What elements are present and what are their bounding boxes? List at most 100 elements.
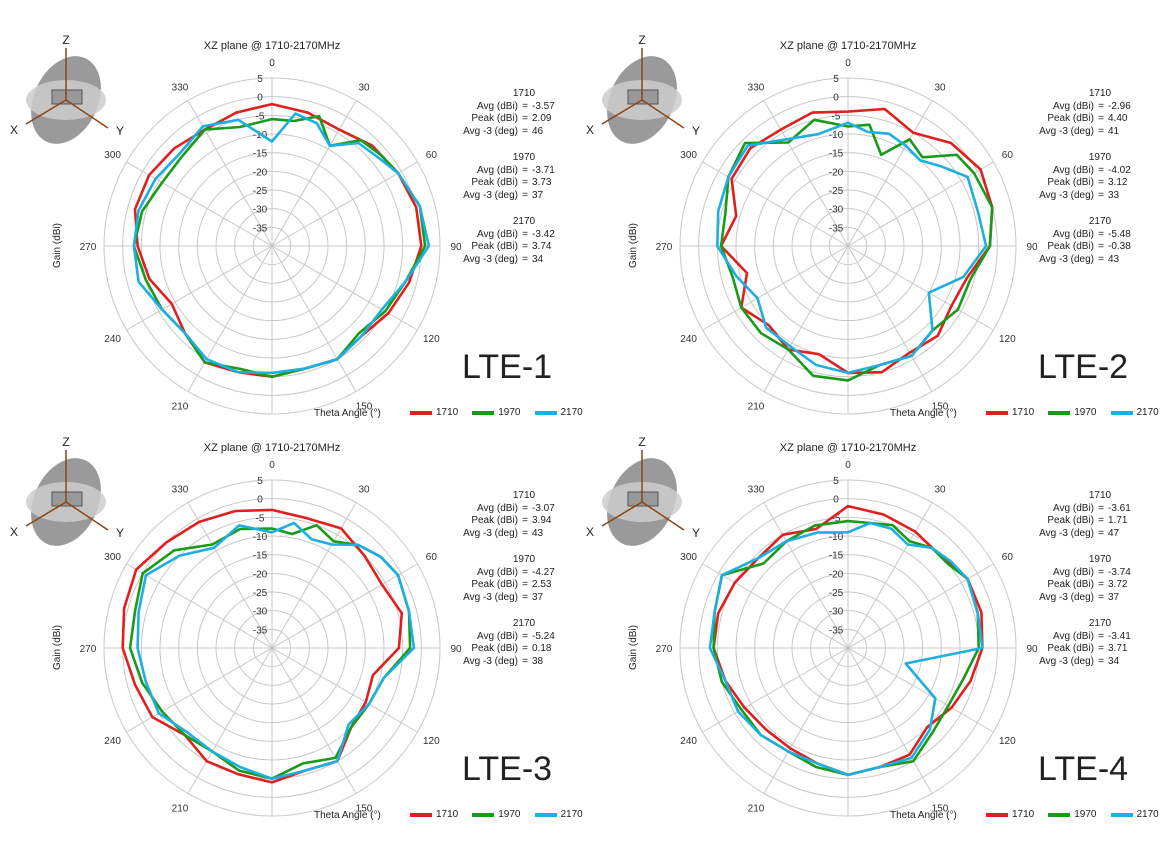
chart-title: XZ plane @ 1710-2170MHz [779,40,917,52]
stats-row: Peak (dBi) = 3.73 [450,177,570,190]
stats-row: Avg (dBi) = -5.24 [450,631,570,644]
stats-group: 2170 Avg (dBi) = -5.48 Peak (dBi) = -0.38 Avg -… [1026,216,1146,266]
theta-tick-label: 30 [934,83,946,94]
stats-row: Peak (dBi) = 4.40 [1026,113,1146,126]
legend-label: 2170 [560,407,583,418]
theta-tick-label: 0 [269,460,275,471]
radial-axis-label: Gain (dBi) [52,624,63,670]
stats-label: Peak (dBi) [1047,177,1094,188]
grid-spoke [763,502,849,649]
stats-frequency: 2170 [512,618,536,629]
stats-block: 1710 Avg (dBi) = -2.96 Peak (dBi) = 4.40 Avg -3… [1026,88,1146,280]
stats-value: 37 [532,591,544,603]
series-1710 [121,508,404,784]
axis-z-label: Z [638,33,645,47]
stats-value: -2.96 [1108,100,1131,112]
stats-equals: = [1098,241,1104,252]
theta-tick-label: 0 [269,58,275,69]
stats-label: Avg -3 (deg) [463,655,518,667]
stats-equals: = [522,177,528,188]
stats-group: 2170 Avg (dBi) = -3.42 Peak (dBi) = 3.74 Avg -3… [450,216,570,266]
stats-frequency: 1710 [1088,88,1112,99]
legend-label: 1970 [498,407,521,418]
r-tick-label: -35 [829,223,844,234]
stats-label: Peak (dBi) [471,113,518,124]
legend-swatch [410,410,432,415]
r-tick-label: -10 [253,130,268,141]
axis-z-label: Z [62,435,69,449]
r-tick-label: -25 [253,186,268,197]
polar-plot: 50-5-10-15-20-25-30-35030609012015018021… [10,435,462,817]
stats-label: Avg (dBi) [1053,502,1094,514]
r-tick-label: -20 [829,569,844,580]
axis-y-label: Y [692,526,700,540]
stats-group: 1710 Avg (dBi) = -3.61 Peak (dBi) = 1.71 Avg -3… [1026,490,1146,540]
stats-group: 2170 Avg (dBi) = -3.41 Peak (dBi) = 3.71 Avg -3… [1026,618,1146,668]
r-tick-label: 5 [833,74,839,85]
theta-tick-label: 300 [104,552,121,563]
r-tick-label: 0 [833,495,839,506]
polar-plot: 50-5-10-15-20-25-30-35030609012015018021… [586,33,1038,415]
legend-item: 1970 [1048,809,1097,820]
axis-y-label: Y [116,124,124,138]
stats-frequency: 1970 [1088,152,1112,163]
stats-label: Avg -3 (deg) [1039,527,1094,539]
stats-label: Peak (dBi) [471,579,518,590]
stats-value: 46 [532,125,544,137]
stats-label: Avg (dBi) [1053,630,1094,642]
stats-value: -3.42 [532,228,555,240]
stats-row: Avg (dBi) = -4.02 [1026,165,1146,178]
axis-orientation-icon: Z X Y [586,435,700,546]
stats-equals: = [522,566,528,578]
r-tick-label: 0 [257,93,263,104]
grid-spoke [702,161,849,247]
axis-orientation-icon: Z X Y [10,33,124,144]
r-tick-label: 0 [257,495,263,506]
stats-label: Avg (dBi) [477,630,518,642]
stats-block: 1710 Avg (dBi) = -3.07 Peak (dBi) = 3.94 Avg -3… [450,490,570,682]
stats-equals: = [1098,655,1104,667]
legend-item: 1970 [1048,407,1097,418]
legend-swatch [1110,812,1133,817]
r-tick-label: -5 [256,111,265,122]
stats-value: -3.71 [532,164,555,176]
legend-label: 2170 [560,809,583,820]
stats-equals: = [522,579,528,590]
stats-value: 3.12 [1108,177,1128,188]
stats-equals: = [1098,228,1104,240]
legend-label: 1710 [1012,809,1035,820]
stats-row: Avg -3 (deg) = 47 [1026,528,1146,541]
stats-row: Avg -3 (deg) = 38 [450,656,570,669]
angular-axis-label: Theta Angle (°) [890,810,957,821]
stats-value: -5.24 [532,630,555,642]
theta-tick-label: 330 [748,485,765,496]
r-tick-label: -10 [829,130,844,141]
theta-tick-label: 240 [680,334,697,345]
stats-equals: = [1098,113,1104,124]
stats-equals: = [522,591,528,603]
theta-tick-label: 240 [680,736,697,747]
r-tick-label: -5 [832,111,841,122]
theta-tick-label: 150 [356,803,373,814]
stats-group: 1970 Avg (dBi) = -3.71 Peak (dBi) = 3.73 Avg -3… [450,152,570,202]
axis-orientation-icon: Z X Y [10,435,124,546]
stats-value: -4.02 [1108,164,1131,176]
r-tick-label: -35 [253,625,268,636]
angular-axis-label: Theta Angle (°) [314,810,381,821]
stats-label: Avg (dBi) [1053,566,1094,578]
stats-label: Avg -3 (deg) [1039,655,1094,667]
legend-label: 1970 [498,809,521,820]
stats-equals: = [522,113,528,124]
legend-item: 1970 [472,407,521,418]
stats-value: 3.94 [532,515,552,526]
stats-value: 43 [1108,253,1120,265]
stats-label: Avg -3 (deg) [1039,591,1094,603]
r-tick-label: 0 [833,93,839,104]
axis-y-label: Y [116,526,124,540]
stats-group: 1710 Avg (dBi) = -2.96 Peak (dBi) = 4.40 Avg -3… [1026,88,1146,138]
theta-tick-label: 120 [999,334,1016,345]
theta-tick-label: 0 [845,460,851,471]
stats-row: Peak (dBi) = 3.71 [1026,643,1146,656]
legend-swatch [534,410,557,415]
theta-tick-label: 150 [932,803,949,814]
